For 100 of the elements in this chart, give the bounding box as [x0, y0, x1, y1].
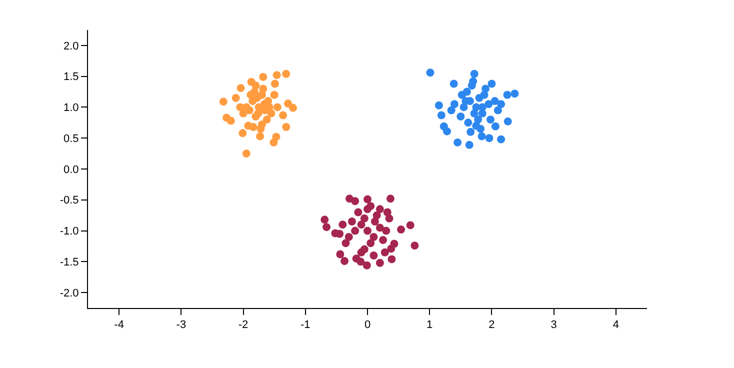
- point: [364, 195, 372, 204]
- point: [376, 205, 384, 214]
- point: [366, 239, 375, 248]
- point: [470, 70, 478, 78]
- point: [494, 106, 502, 114]
- point: [370, 218, 379, 226]
- y-tick-label: -0.5: [60, 194, 79, 207]
- point: [406, 221, 414, 230]
- point: [397, 226, 406, 234]
- point: [376, 224, 384, 232]
- point: [262, 116, 271, 124]
- point: [478, 103, 486, 112]
- point: [491, 122, 500, 130]
- point: [351, 197, 360, 206]
- y-tick-label: 0.5: [64, 132, 79, 145]
- point: [504, 117, 512, 126]
- point: [488, 80, 496, 88]
- x-tick-label: -2: [238, 319, 248, 332]
- point: [344, 232, 353, 241]
- point: [447, 106, 456, 114]
- point: [362, 261, 371, 270]
- point: [379, 236, 388, 244]
- point: [226, 116, 235, 125]
- point: [272, 71, 281, 80]
- y-tick-label: 1.5: [64, 71, 79, 84]
- x-tick-label: 3: [550, 319, 557, 332]
- point: [320, 216, 329, 224]
- point: [352, 254, 360, 263]
- point: [336, 230, 344, 238]
- y-tick-label: -1.0: [60, 226, 79, 238]
- point: [322, 223, 331, 232]
- point: [434, 101, 443, 110]
- point: [376, 258, 384, 267]
- point: [466, 128, 475, 136]
- point: [388, 255, 396, 264]
- point: [246, 90, 255, 99]
- point: [497, 135, 506, 144]
- point: [458, 90, 466, 99]
- point: [486, 116, 494, 124]
- point: [336, 250, 344, 258]
- point: [437, 111, 446, 120]
- point: [270, 90, 278, 99]
- point: [242, 150, 250, 158]
- point: [288, 104, 297, 112]
- point: [284, 100, 292, 108]
- x-tick-label: -1: [300, 319, 310, 332]
- point: [366, 202, 375, 210]
- point: [443, 127, 451, 136]
- point: [259, 72, 268, 81]
- point: [474, 116, 482, 124]
- point: [426, 68, 434, 77]
- point: [456, 112, 465, 120]
- x-tick-label: 1: [426, 319, 433, 332]
- point: [236, 84, 245, 92]
- point: [252, 82, 260, 90]
- point: [490, 97, 499, 106]
- point: [282, 70, 290, 78]
- point: [478, 132, 486, 140]
- point: [232, 94, 240, 102]
- point: [357, 248, 366, 256]
- x-tick-label: 4: [612, 319, 620, 332]
- point: [465, 140, 474, 149]
- point: [464, 118, 472, 127]
- point: [497, 100, 506, 108]
- point: [480, 90, 488, 99]
- point: [370, 232, 378, 241]
- y-tick-label: 2.0: [64, 40, 79, 52]
- point: [249, 122, 258, 131]
- point: [380, 248, 389, 256]
- point: [340, 257, 349, 266]
- point: [338, 220, 347, 229]
- point: [469, 77, 478, 86]
- point: [454, 138, 462, 146]
- point: [386, 194, 394, 203]
- point: [357, 220, 366, 229]
- x-tick-label: 2: [488, 319, 495, 332]
- point: [450, 100, 458, 108]
- y-tick-label: -2.0: [60, 287, 79, 300]
- point: [476, 124, 485, 133]
- point: [354, 208, 362, 216]
- point: [259, 84, 268, 93]
- point: [256, 132, 264, 140]
- point: [383, 208, 392, 216]
- point: [382, 226, 390, 235]
- point: [279, 111, 288, 120]
- point: [219, 98, 228, 106]
- point: [510, 90, 519, 98]
- point: [370, 251, 378, 260]
- point: [450, 80, 458, 88]
- point: [273, 103, 282, 112]
- point: [252, 94, 261, 102]
- point: [410, 242, 419, 250]
- point: [272, 132, 280, 141]
- x-tick-label: -4: [114, 319, 124, 332]
- x-tick-label: 0: [364, 319, 371, 332]
- point: [236, 103, 244, 112]
- point: [351, 226, 360, 235]
- point: [503, 90, 512, 99]
- y-tick-label: 0.0: [64, 164, 79, 176]
- point: [254, 109, 262, 118]
